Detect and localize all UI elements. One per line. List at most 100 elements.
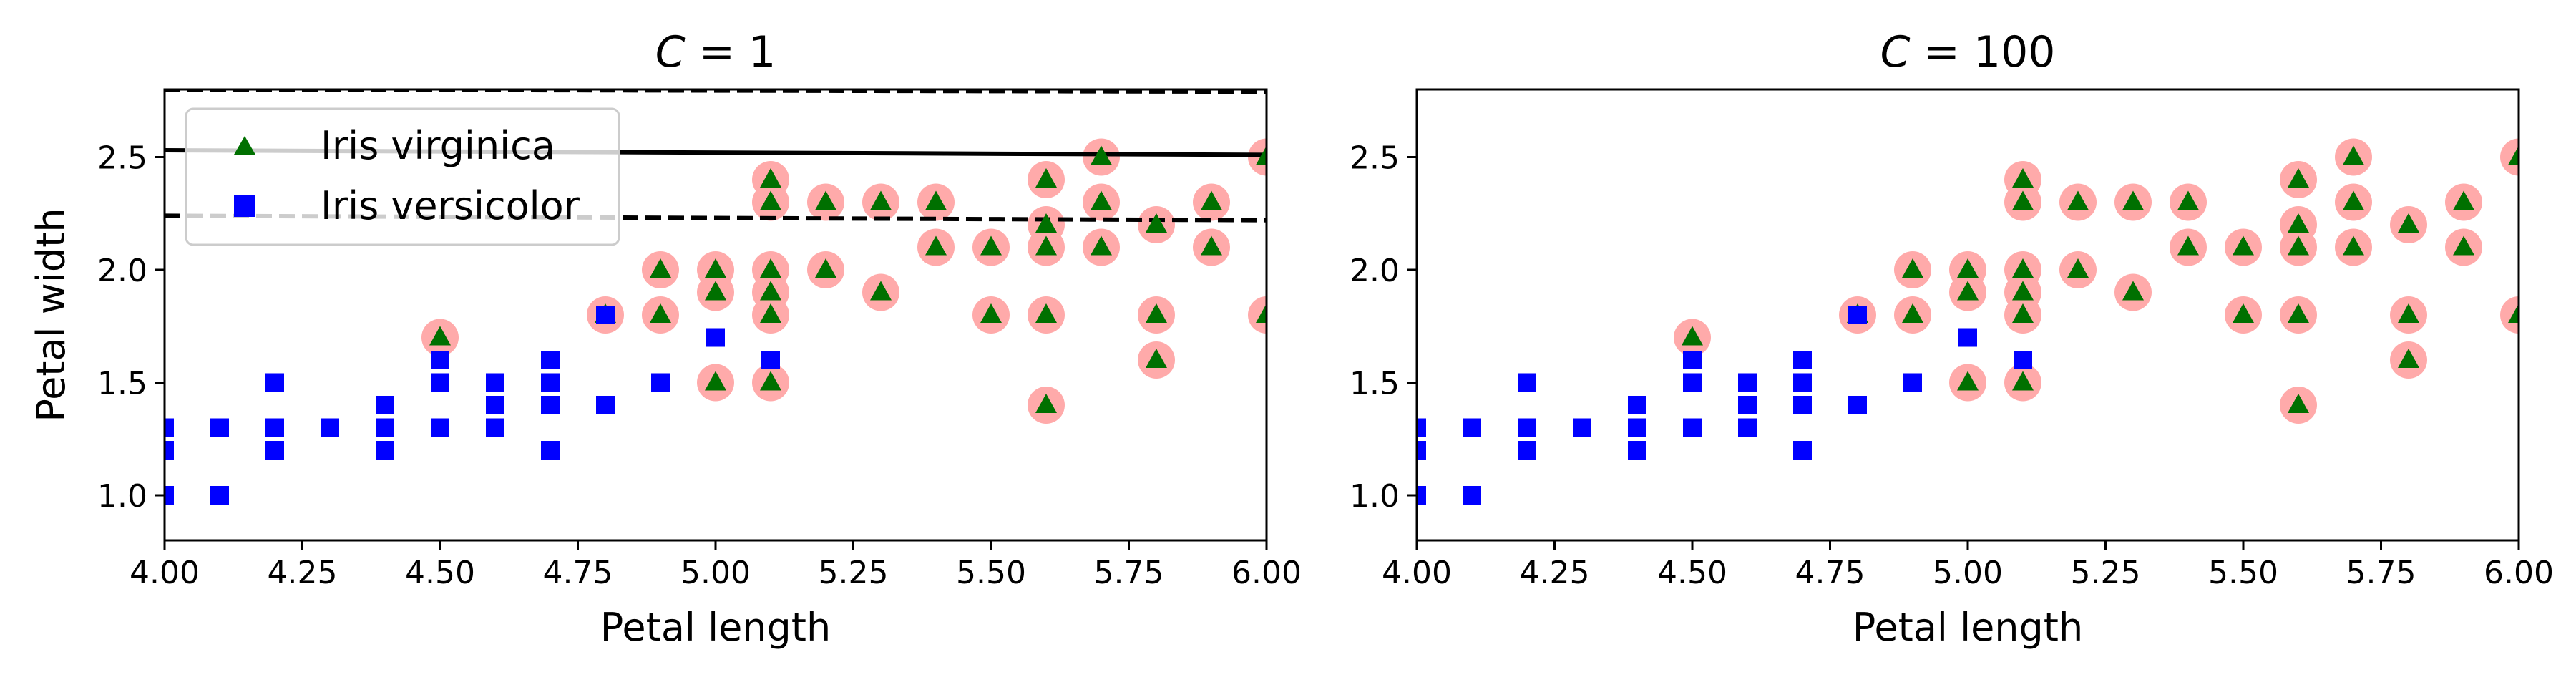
virginica-point-11: [2012, 190, 2034, 210]
legend-square-icon: [234, 195, 255, 217]
chart-title: C = 100: [1880, 27, 2056, 77]
virginica-point-25: [2288, 168, 2309, 188]
virginica-point-10: [2012, 258, 2034, 278]
virginica-point-18: [925, 190, 947, 210]
virginica-point-23: [2288, 235, 2309, 256]
versicolor-point-5: [1518, 441, 1536, 460]
x-tick-label-2: 4.50: [1657, 555, 1727, 591]
x-tick-label-4: 5.00: [680, 555, 751, 591]
virginica-point-13: [815, 258, 836, 278]
virginica-point-31: [1146, 213, 1167, 233]
virginica-point-20: [980, 235, 1002, 256]
virginica-point-19: [980, 303, 1002, 323]
virginica-point-31: [2398, 213, 2419, 233]
versicolor-point-4: [1463, 418, 1481, 437]
versicolor-point-16: [1738, 396, 1757, 414]
legend-label-virginica: Iris virginica: [321, 123, 555, 168]
versicolor-point-22: [596, 396, 615, 414]
virginica-point-15: [2122, 281, 2144, 301]
versicolor-point-6: [265, 418, 284, 437]
x-tick-label-2: 4.50: [405, 555, 475, 591]
y-tick-label-0: 1.0: [1350, 478, 1400, 515]
virginica-point-9: [2012, 281, 2034, 301]
virginica-point-13: [2067, 258, 2089, 278]
versicolor-point-7: [265, 373, 284, 392]
virginica-point-9: [760, 281, 781, 301]
virginica-point-4: [705, 371, 726, 391]
versicolor-point-2: [165, 418, 174, 437]
virginica-point-15: [870, 281, 892, 301]
virginica-point-18: [2177, 190, 2199, 210]
virginica-point-3: [650, 258, 671, 278]
versicolor-point-13: [1683, 373, 1702, 392]
x-tick-label-3: 4.75: [543, 555, 613, 591]
versicolor-point-0: [165, 486, 174, 505]
x-tick-label-7: 5.75: [1094, 555, 1164, 591]
versicolor-point-13: [431, 373, 449, 392]
virginica-point-11: [760, 190, 781, 210]
versicolor-point-14: [1683, 351, 1702, 369]
virginica-point-35: [2508, 145, 2519, 165]
versicolor-point-1: [165, 441, 174, 460]
versicolor-point-16: [486, 396, 504, 414]
virginica-point-30: [2398, 303, 2419, 323]
x-axis-ticks: 4.00 4.25 4.50 4.75 5.00 5.25 5.50 5.75 6.00: [130, 540, 1302, 591]
support-vector-35: [1248, 138, 1267, 176]
virginica-point-35: [1256, 145, 1267, 165]
versicolor-point-3: [210, 486, 229, 505]
virginica-point-19: [2233, 303, 2254, 323]
virginica-point-28: [2343, 145, 2364, 165]
virginica-point-34: [1256, 303, 1267, 323]
virginica-point-27: [1091, 190, 1112, 210]
versicolor-point-2: [1417, 418, 1426, 437]
versicolor-point-18: [541, 441, 560, 460]
versicolor-point-19: [1793, 396, 1812, 414]
versicolor-point-18: [1793, 441, 1812, 460]
data-points-layer: [165, 145, 1267, 505]
virginica-point-22: [2288, 303, 2309, 323]
versicolor-point-25: [1958, 328, 1977, 347]
versicolor-point-21: [541, 351, 560, 369]
data-points-layer: [1417, 145, 2519, 505]
virginica-point-20: [2233, 235, 2254, 256]
y-tick-label-3: 2.5: [97, 140, 147, 177]
x-axis-label: Petal length: [1853, 605, 2083, 650]
versicolor-point-6: [1518, 418, 1536, 437]
versicolor-point-20: [1793, 373, 1812, 392]
versicolor-point-10: [376, 418, 394, 437]
x-tick-label-5: 5.25: [819, 555, 889, 591]
legend-label-versicolor: Iris versicolor: [321, 183, 580, 228]
versicolor-point-0: [1417, 486, 1426, 505]
versicolor-point-23: [1848, 306, 1867, 324]
subplot-c1: C = 1 4.00 4.25 4.50 4.75 5.00 5.25 5.50 5.75 6.…: [29, 27, 1302, 650]
virginica-point-7: [2012, 371, 2034, 391]
virginica-point-14: [2067, 190, 2089, 210]
legend-box: [185, 107, 620, 246]
virginica-point-14: [815, 190, 836, 210]
virginica-point-27: [2343, 190, 2364, 210]
support-vector-34: [1248, 296, 1267, 334]
x-axis-ticks: 4.00 4.25 4.50 4.75 5.00 5.25 5.50 5.75 6.00: [1382, 540, 2554, 591]
chart-title: C = 1: [655, 27, 776, 77]
virginica-point-25: [1035, 168, 1057, 188]
virginica-point-8: [760, 303, 781, 323]
y-tick-label-0: 1.0: [97, 478, 147, 515]
virginica-point-30: [1146, 303, 1167, 323]
virginica-point-32: [1201, 235, 1222, 256]
versicolor-point-24: [1903, 373, 1922, 392]
virginica-point-26: [1091, 235, 1112, 256]
x-tick-label-6: 5.50: [956, 555, 1026, 591]
virginica-point-8: [2012, 303, 2034, 323]
y-tick-label-1: 1.5: [1350, 366, 1400, 402]
versicolor-point-11: [1628, 396, 1646, 414]
x-tick-label-7: 5.75: [2346, 555, 2416, 591]
versicolor-point-20: [541, 373, 560, 392]
virginica-point-21: [2288, 394, 2309, 413]
virginica-point-32: [2453, 235, 2474, 256]
versicolor-point-14: [431, 351, 449, 369]
x-tick-label-1: 4.25: [268, 555, 338, 591]
versicolor-point-8: [321, 418, 339, 437]
versicolor-point-11: [376, 396, 394, 414]
virginica-point-34: [2508, 303, 2519, 323]
versicolor-point-17: [486, 373, 504, 392]
